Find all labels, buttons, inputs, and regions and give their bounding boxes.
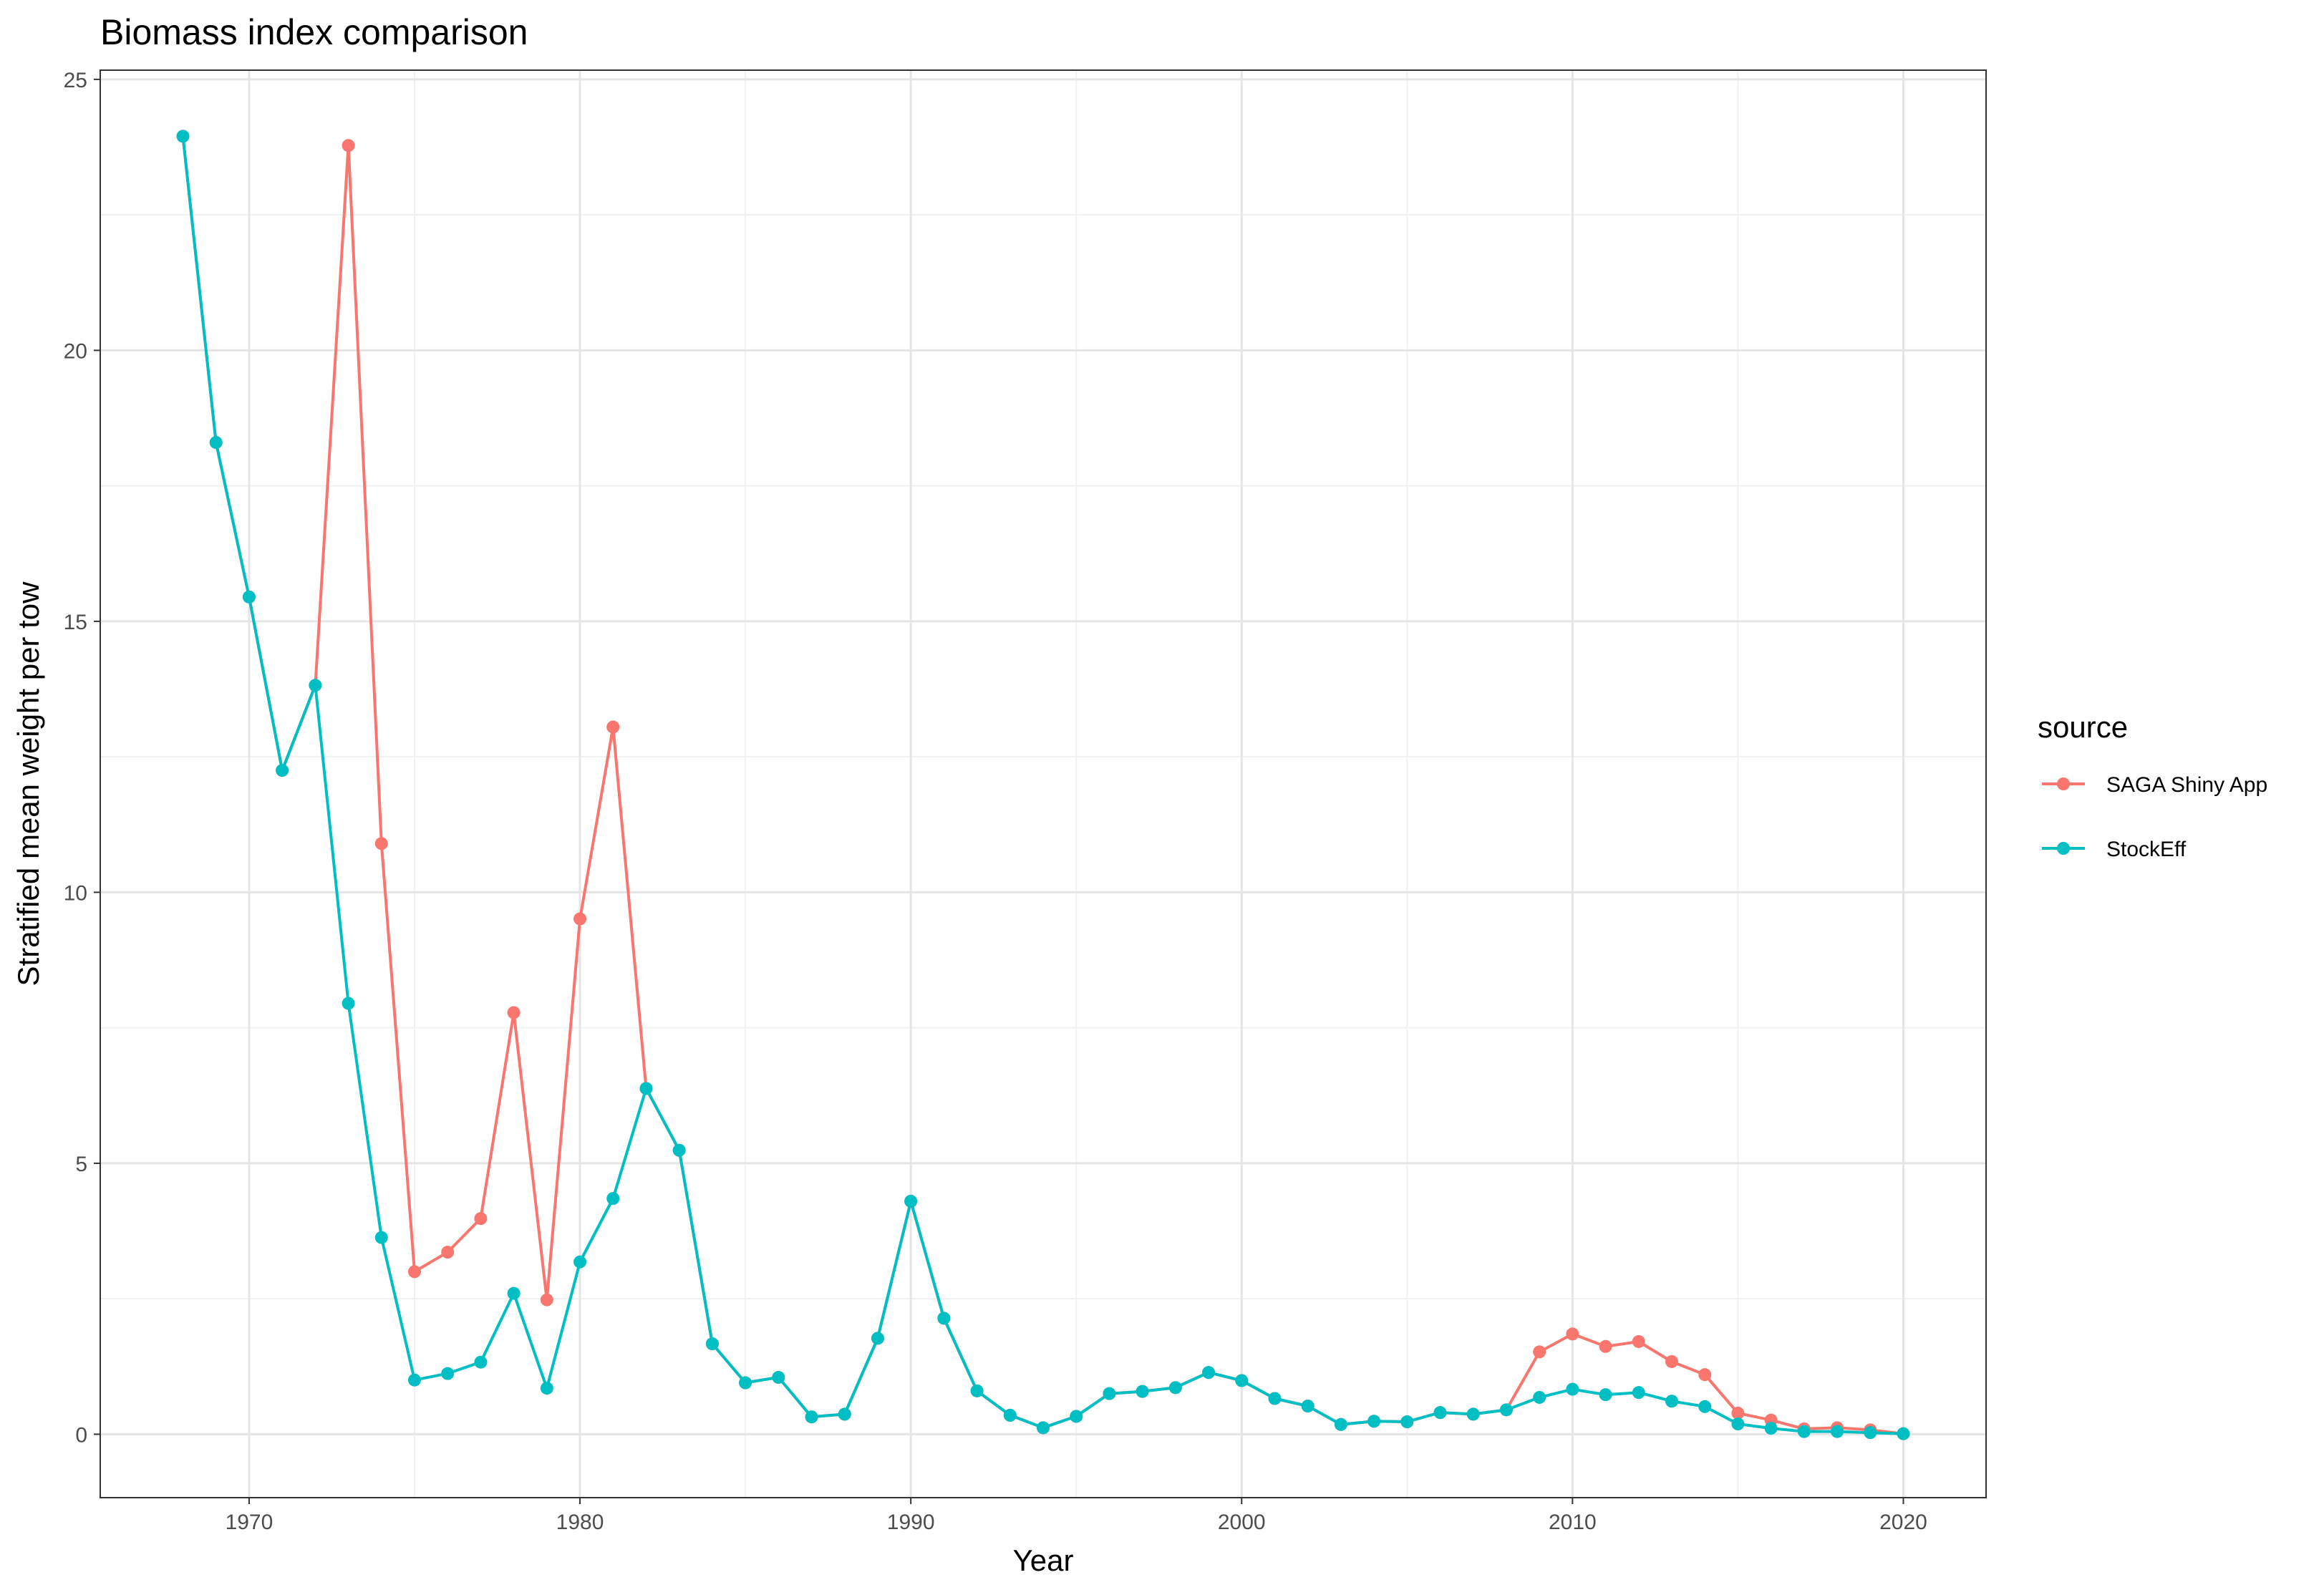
series-line-0 bbox=[181, 136, 1904, 1435]
data-point-series-1 bbox=[507, 1286, 521, 1300]
data-point-series-1 bbox=[1566, 1382, 1579, 1396]
data-point-series-1 bbox=[1599, 1388, 1612, 1402]
data-point-series-1 bbox=[1136, 1385, 1149, 1398]
data-point-series-1 bbox=[705, 1337, 719, 1351]
legend: SAGA Shiny App StockEff bbox=[2042, 773, 2267, 861]
data-point-series-1 bbox=[1499, 1403, 1513, 1417]
data-point-series-1 bbox=[1731, 1417, 1745, 1431]
data-point-series-1 bbox=[1665, 1395, 1678, 1408]
data-point-series-0 bbox=[374, 837, 388, 850]
data-point-series-1 bbox=[309, 679, 322, 692]
data-point-series-0 bbox=[606, 720, 620, 734]
y-tick-label: 15 bbox=[64, 611, 87, 634]
data-point-series-1 bbox=[871, 1332, 884, 1345]
data-point-series-1 bbox=[1268, 1392, 1282, 1405]
data-point-series-0 bbox=[1632, 1334, 1645, 1348]
series-line-1 bbox=[181, 136, 1904, 1435]
data-point-series-1 bbox=[1533, 1390, 1546, 1404]
data-point-series-1 bbox=[1367, 1415, 1381, 1428]
data-point-series-1 bbox=[1103, 1387, 1116, 1400]
data-point-series-1 bbox=[1202, 1366, 1216, 1380]
data-point-series-1 bbox=[1433, 1406, 1447, 1420]
data-point-series-1 bbox=[1168, 1381, 1182, 1395]
data-point-series-0 bbox=[1599, 1339, 1612, 1353]
y-tick-label: 0 bbox=[75, 1423, 87, 1447]
data-point-series-1 bbox=[474, 1355, 488, 1369]
data-point-series-1 bbox=[805, 1410, 818, 1424]
data-point-series-1 bbox=[408, 1373, 421, 1387]
data-point-series-1 bbox=[242, 590, 256, 603]
data-point-series-1 bbox=[1831, 1425, 1844, 1438]
data-point-series-1 bbox=[1037, 1421, 1050, 1435]
data-point-series-1 bbox=[374, 1231, 388, 1244]
y-tick-label: 5 bbox=[75, 1153, 87, 1176]
data-point-series-0 bbox=[342, 139, 355, 152]
data-point-series-1 bbox=[1003, 1408, 1017, 1422]
x-tick-label: 2020 bbox=[1879, 1511, 1927, 1534]
data-point-series-1 bbox=[1301, 1400, 1314, 1413]
data-point-series-1 bbox=[342, 997, 355, 1010]
data-point-series-1 bbox=[573, 1255, 587, 1269]
data-point-series-0 bbox=[507, 1006, 521, 1019]
y-tick-label: 20 bbox=[64, 339, 87, 363]
data-point-series-1 bbox=[540, 1382, 553, 1395]
legend-key-point bbox=[2057, 842, 2070, 855]
data-point-series-1 bbox=[904, 1194, 918, 1208]
panel-border bbox=[100, 69, 1987, 1498]
data-point-series-0 bbox=[474, 1212, 488, 1226]
data-point-series-0 bbox=[1566, 1327, 1579, 1341]
plot-panel: 1970 1980 1990 2000 2010 2020 0 5 10 15 20 25 bbox=[64, 69, 1987, 1534]
y-tick-label: 10 bbox=[64, 881, 87, 905]
data-point-series-1 bbox=[1235, 1374, 1249, 1387]
data-point-series-1 bbox=[1897, 1427, 1910, 1440]
data-point-series-1 bbox=[1864, 1426, 1877, 1440]
legend-label: StockEff bbox=[2106, 838, 2187, 861]
x-tick-label: 2000 bbox=[1218, 1511, 1266, 1534]
data-point-series-1 bbox=[739, 1376, 752, 1390]
data-point-series-1 bbox=[276, 764, 289, 777]
data-point-series-1 bbox=[1698, 1400, 1712, 1413]
data-point-series-0 bbox=[441, 1246, 455, 1259]
x-tick-label: 2010 bbox=[1549, 1511, 1597, 1534]
chart-title: Biomass index comparison bbox=[100, 12, 528, 52]
data-point-series-0 bbox=[540, 1293, 553, 1307]
data-point-series-1 bbox=[639, 1082, 653, 1095]
data-point-series-1 bbox=[1764, 1422, 1778, 1435]
data-point-series-0 bbox=[1731, 1406, 1745, 1420]
data-point-series-1 bbox=[838, 1407, 851, 1421]
data-point-series-0 bbox=[1533, 1345, 1546, 1359]
data-point-series-1 bbox=[772, 1370, 785, 1384]
data-point-series-0 bbox=[1698, 1368, 1712, 1382]
x-tick-label: 1970 bbox=[226, 1511, 273, 1534]
data-point-series-1 bbox=[209, 436, 223, 450]
data-point-series-1 bbox=[1797, 1425, 1811, 1438]
x-tick-label: 1980 bbox=[556, 1511, 604, 1534]
data-point-series-1 bbox=[672, 1143, 686, 1157]
data-point-series-1 bbox=[1334, 1417, 1347, 1431]
data-point-series-1 bbox=[176, 130, 190, 143]
data-point-series-1 bbox=[937, 1312, 951, 1325]
data-point-series-1 bbox=[970, 1384, 984, 1397]
data-point-series-1 bbox=[1070, 1410, 1083, 1423]
data-point-series-1 bbox=[1400, 1415, 1414, 1429]
data-point-series-1 bbox=[441, 1367, 455, 1380]
legend-title: source bbox=[2038, 710, 2128, 744]
legend-label: SAGA Shiny App bbox=[2106, 773, 2267, 797]
data-point-series-0 bbox=[573, 912, 587, 926]
x-tick-label: 1990 bbox=[887, 1511, 935, 1534]
data-point-series-1 bbox=[1632, 1386, 1645, 1400]
y-axis-title: Stratified mean weight per tow bbox=[11, 581, 45, 987]
data-point-series-1 bbox=[606, 1192, 620, 1206]
y-tick-label: 25 bbox=[64, 69, 87, 92]
legend-key-point bbox=[2057, 777, 2070, 790]
data-point-series-0 bbox=[1665, 1354, 1678, 1368]
x-axis-title: Year bbox=[1013, 1543, 1074, 1577]
data-point-series-1 bbox=[1466, 1407, 1480, 1421]
data-point-series-0 bbox=[408, 1265, 421, 1279]
